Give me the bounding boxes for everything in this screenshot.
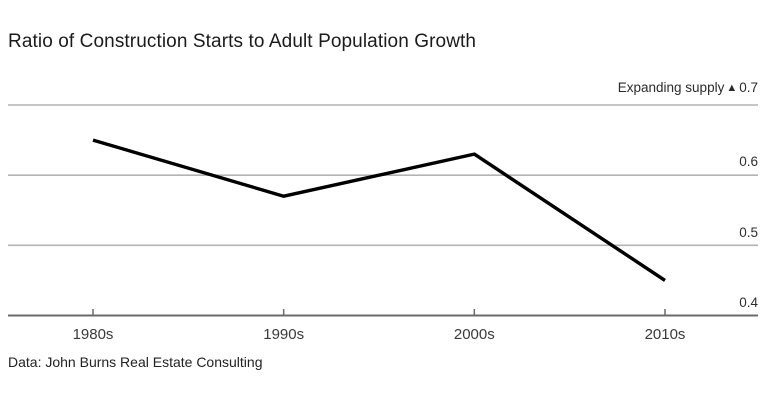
chart-title: Ratio of Construction Starts to Adult Po… <box>8 31 477 52</box>
ytick-label-0_5: 0.5 <box>739 225 758 240</box>
ytick-label-0_4: 0.4 <box>739 295 758 310</box>
xtick-label-1980s: 1980s <box>72 326 114 343</box>
ytick-label-0_6: 0.6 <box>739 154 758 169</box>
top-gridline-annotation: Expanding supply ▲ 0.7 <box>618 80 758 95</box>
data-line-ratio-series <box>92 138 666 282</box>
annotation-label: Expanding supply <box>617 80 725 95</box>
data-source-credit: Data: John Burns Real Estate Consulting <box>8 354 263 370</box>
up-triangle-icon: ▲ <box>726 82 738 94</box>
xtick-label-2010s: 2010s <box>644 326 686 343</box>
xtick-label-2000s: 2000s <box>453 326 495 343</box>
xtick-label-1990s: 1990s <box>263 326 305 343</box>
annotation-value ytick-label-0_7: 0.7 <box>739 80 758 95</box>
